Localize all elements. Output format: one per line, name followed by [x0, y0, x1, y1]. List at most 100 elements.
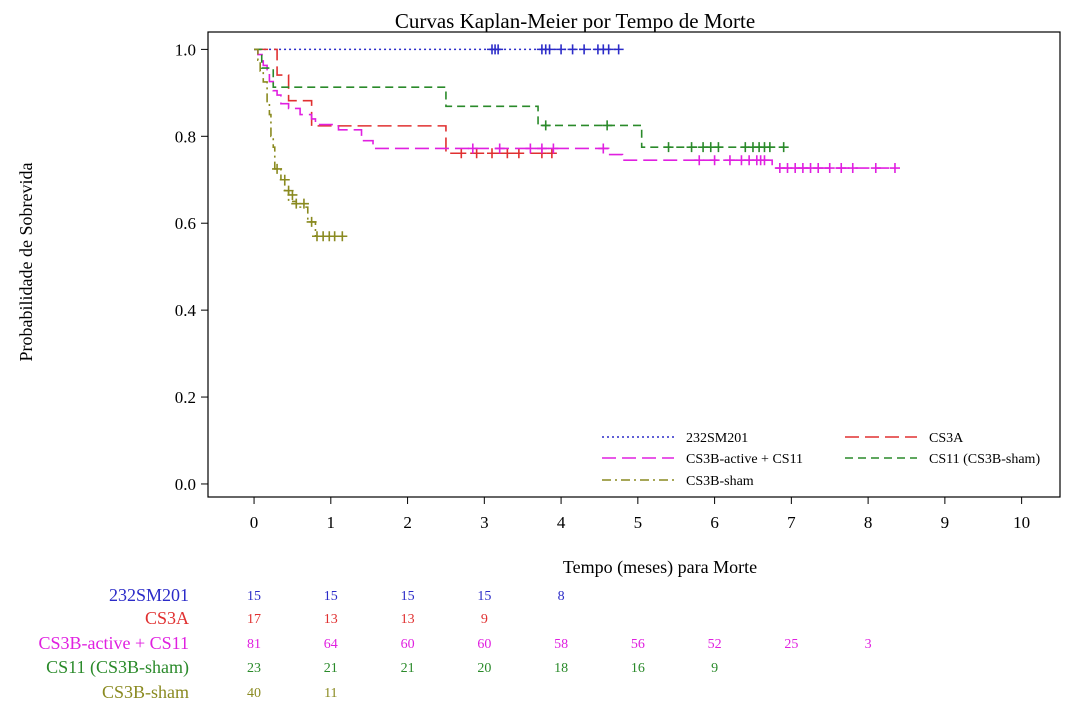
risk-count: 20: [477, 661, 491, 676]
survival-curve: [254, 48, 554, 155]
censor-mark: [847, 163, 858, 174]
censor-mark: [544, 44, 555, 55]
y-axis-label: Probabilidade de Sobrevida: [16, 163, 36, 362]
risk-count: 60: [477, 637, 491, 652]
censor-mark: [764, 142, 775, 153]
censor-mark: [513, 148, 524, 159]
censor-mark: [713, 142, 724, 153]
risk-count: 56: [631, 637, 645, 652]
risk-row-label: CS3B-active + CS11: [39, 633, 190, 653]
x-tick-label: 10: [1013, 513, 1030, 532]
censor-mark: [272, 163, 283, 174]
x-tick-label: 6: [710, 513, 719, 532]
censor-mark: [602, 120, 613, 131]
legend-label: 232SM201: [686, 431, 748, 446]
censor-mark: [456, 148, 467, 159]
survival-curve: [254, 48, 784, 148]
risk-count: 17: [247, 612, 261, 627]
legend-label: CS3B-active + CS11: [686, 452, 803, 467]
series-3: [254, 48, 789, 153]
censor-mark: [686, 142, 697, 153]
risk-row-label: 232SM201: [109, 585, 189, 605]
risk-count: 13: [401, 612, 415, 627]
legend-label: CS11 (CS3B-sham): [929, 452, 1040, 467]
censor-mark: [306, 216, 317, 227]
censor-mark: [287, 189, 298, 200]
censor-mark: [870, 163, 881, 174]
series-layer: [254, 44, 900, 242]
censor-mark: [502, 148, 513, 159]
risk-count: 15: [401, 589, 415, 604]
censor-mark: [598, 143, 609, 154]
censor-mark: [279, 174, 290, 185]
ticks-layer: 0 1 2 3 4 5 6 7 8 9 10 0.0 0.2 0.4 0.6 0.8 1.0: [175, 40, 1030, 532]
censor-mark: [603, 44, 614, 55]
risk-count: 25: [784, 637, 798, 652]
risk-count: 9: [711, 661, 718, 676]
risk-count: 60: [401, 637, 415, 652]
plot-frame: [207, 31, 1061, 498]
risk-count: 11: [324, 686, 337, 701]
risk-count: 8: [558, 589, 565, 604]
risk-count: 15: [324, 589, 338, 604]
y-tick-label: 0.8: [175, 127, 196, 146]
series-0: [254, 44, 624, 55]
series-4: [254, 48, 348, 242]
censor-mark: [548, 143, 559, 154]
chart-title: Curvas Kaplan-Meier por Tempo de Morte: [395, 9, 755, 33]
censor-mark: [540, 120, 551, 131]
survival-curve: [254, 48, 343, 238]
risk-count: 3: [865, 637, 872, 652]
risk-count: 15: [477, 589, 491, 604]
risk-count: 15: [247, 589, 261, 604]
survival-curve: [254, 48, 895, 169]
censor-mark: [759, 155, 770, 166]
risk-count: 23: [247, 661, 261, 676]
risk-count: 16: [631, 661, 645, 676]
censor-mark: [813, 163, 824, 174]
censor-mark: [556, 44, 567, 55]
censor-mark: [836, 163, 847, 174]
censor-mark: [663, 142, 674, 153]
x-tick-label: 8: [864, 513, 873, 532]
x-tick-label: 5: [634, 513, 643, 532]
risk-count: 52: [708, 637, 722, 652]
legend-label: CS3A: [929, 431, 964, 446]
censor-mark: [467, 143, 478, 154]
censor-mark: [546, 148, 557, 159]
x-tick-label: 7: [787, 513, 796, 532]
risk-count: 13: [324, 612, 338, 627]
censor-mark: [298, 198, 309, 209]
x-tick-label: 3: [480, 513, 489, 532]
censor-mark: [709, 155, 720, 166]
risk-count: 64: [324, 637, 338, 652]
x-axis-label: Tempo (meses) para Morte: [563, 557, 757, 578]
censor-mark: [536, 143, 547, 154]
risk-count: 21: [401, 661, 415, 676]
risk-count: 58: [554, 637, 568, 652]
censor-mark: [694, 155, 705, 166]
censor-mark: [778, 142, 789, 153]
y-tick-label: 0.6: [175, 214, 196, 233]
x-tick-label: 4: [557, 513, 566, 532]
legend: 232SM201 CS3A CS3B-active + CS11 CS11 (CS3B…: [602, 431, 1040, 489]
censor-mark: [613, 44, 624, 55]
risk-row-label: CS3A: [145, 608, 189, 628]
censor-mark: [487, 148, 497, 159]
censor-mark: [525, 143, 536, 154]
censor-mark: [724, 155, 735, 166]
censor-mark: [494, 143, 505, 154]
x-tick-label: 1: [327, 513, 336, 532]
risk-row-label: CS11 (CS3B-sham): [46, 657, 189, 678]
censor-mark: [889, 163, 900, 174]
y-tick-label: 0.4: [175, 301, 197, 320]
risk-row-label: CS3B-sham: [102, 682, 189, 702]
risk-count: 81: [247, 637, 261, 652]
censor-mark: [337, 231, 348, 242]
x-tick-label: 0: [250, 513, 259, 532]
risk-table: 232SM201 15 15 15 15 8 CS3A 17 13 13 9 CS3B-active …: [39, 585, 872, 702]
censor-mark: [824, 163, 835, 174]
risk-count: 9: [481, 612, 488, 627]
x-tick-label: 9: [941, 513, 950, 532]
